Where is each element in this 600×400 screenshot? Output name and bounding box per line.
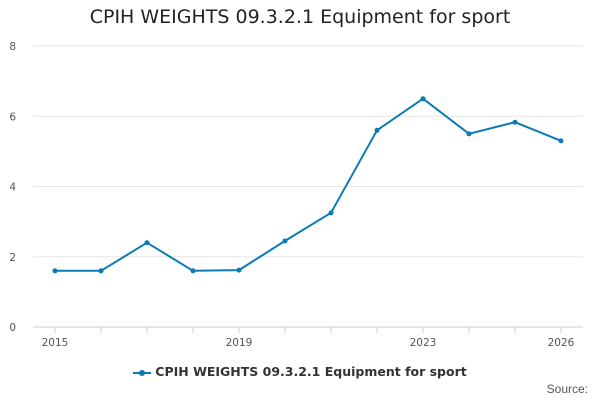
data-point bbox=[144, 240, 150, 246]
data-point bbox=[52, 268, 58, 274]
x-tick-label: 2019 bbox=[226, 337, 253, 349]
y-axis-ticks: 0 2 4 6 8 bbox=[9, 41, 16, 334]
data-point bbox=[558, 138, 564, 144]
data-point bbox=[282, 238, 288, 244]
data-point bbox=[466, 131, 472, 137]
y-tick-label: 4 bbox=[9, 182, 16, 194]
data-point bbox=[328, 210, 334, 216]
series-lines bbox=[55, 97, 562, 272]
data-point bbox=[98, 268, 104, 274]
x-tick-label: 2023 bbox=[410, 337, 437, 349]
grid-lines bbox=[33, 45, 583, 328]
legend[interactable]: CPIH WEIGHTS 09.3.2.1 Equipment for spor… bbox=[0, 364, 600, 379]
legend-line-icon bbox=[133, 368, 152, 378]
source-label: Source: bbox=[546, 382, 588, 396]
data-points bbox=[52, 96, 564, 274]
data-point bbox=[420, 96, 426, 102]
x-tick-label: 2015 bbox=[42, 337, 69, 349]
y-tick-label: 6 bbox=[9, 111, 16, 123]
x-tick-label: 2026 bbox=[548, 337, 575, 349]
x-axis-ticks: 2015 2019 2023 2026 bbox=[42, 327, 575, 349]
y-tick-label: 0 bbox=[9, 322, 16, 334]
y-tick-label: 8 bbox=[9, 41, 16, 53]
legend-label: CPIH WEIGHTS 09.3.2.1 Equipment for spor… bbox=[155, 364, 467, 379]
data-point bbox=[512, 119, 518, 125]
series-line bbox=[55, 97, 562, 272]
data-point bbox=[190, 268, 196, 274]
y-tick-label: 2 bbox=[9, 252, 16, 264]
chart-title: CPIH WEIGHTS 09.3.2.1 Equipment for spor… bbox=[89, 6, 511, 28]
data-point bbox=[236, 267, 242, 273]
data-point bbox=[374, 127, 380, 133]
